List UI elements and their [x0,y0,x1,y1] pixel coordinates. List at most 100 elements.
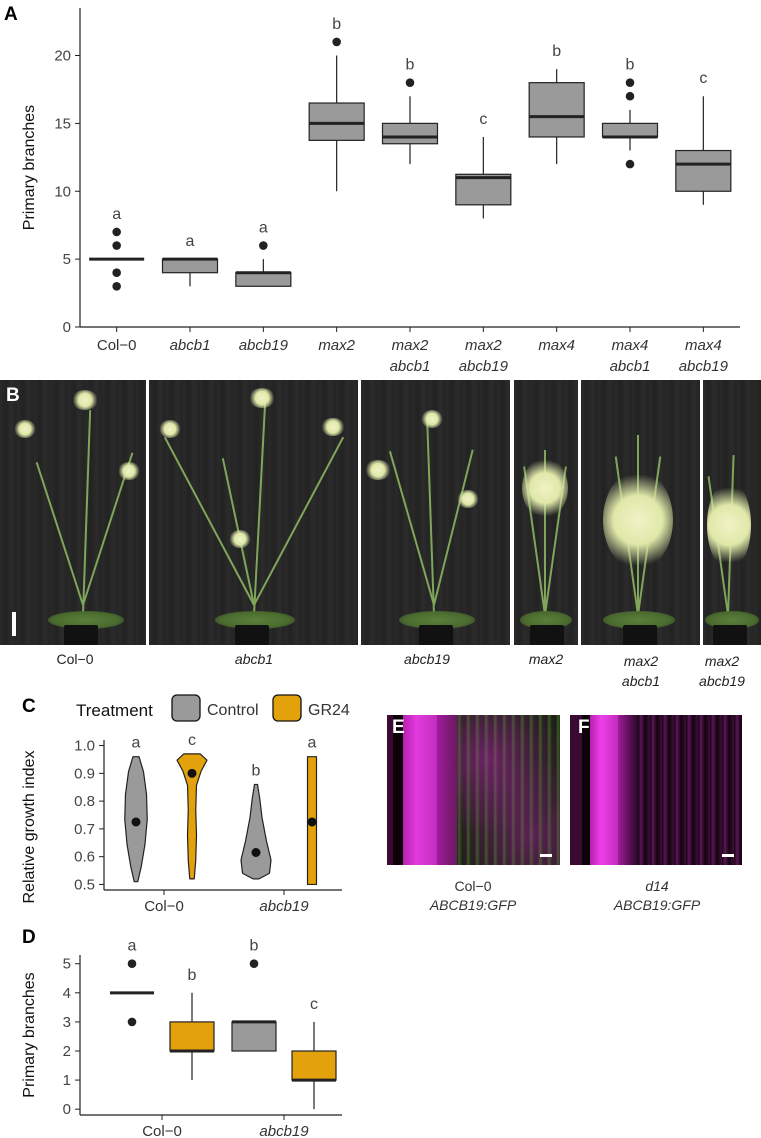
caption-f: d14 ABCB19:GFP [613,878,701,913]
box [528,82,585,138]
microscopy-image-f: F [570,715,742,865]
legend-swatch [272,694,302,722]
plant-photo-panel: B [0,380,761,645]
x-tick-label: abcb1 [390,358,431,375]
outlier-point [127,1017,137,1027]
significance-letter: a [259,220,268,237]
y-tick-label: 15 [54,115,71,132]
y-tick-label: 0.6 [74,849,95,866]
significance-letter: b [406,57,415,74]
photo-label-max2-abcb1: max2 abcb1 [621,653,661,689]
scale-bar [12,612,16,636]
mean-point [251,848,261,857]
x-tick-label: abcb19 [459,358,509,375]
plant-photo-col0 [0,380,146,645]
significance-letter: c [699,70,707,87]
significance-letter: c [310,996,318,1013]
y-tick-label: 0.9 [74,765,95,782]
y-tick-label: 20 [54,48,71,65]
significance-letter: b [250,938,259,955]
y-tick-label: 1 [63,1072,71,1089]
mean-point [131,817,141,827]
legend-label: Control [207,702,259,719]
y-axis-label: Primary branches [21,105,38,230]
panel-label-a: A [4,4,18,25]
box [291,1050,337,1081]
plant-photo-abcb19 [361,380,510,645]
significance-letter: b [552,43,561,60]
y-tick-label: 2 [63,1043,71,1060]
panel-label-b: B [6,385,20,406]
plant-photo-max2-abcb19 [703,380,761,645]
violin-shape [176,753,208,880]
x-tick-label: abcb19 [259,1123,309,1138]
outlier-point [405,78,415,87]
chart-a: A 0 5 10 15 20 Primary branches a Col−0 a abcb1 a a… [4,4,740,375]
legend-swatch [171,694,201,722]
significance-letter: a [112,206,121,223]
box [231,1021,277,1052]
significance-letter: a [128,938,137,955]
photo-label-max2-abcb19: max2 abcb19 [699,653,745,689]
x-tick-label: max2 [318,337,355,354]
y-axis-label: Relative growth index [21,751,38,904]
y-tick-label: 0.7 [74,821,95,838]
panel-label-f: F [578,717,590,738]
significance-letter: c [188,732,196,749]
x-tick-label: Col−0 [144,898,184,913]
y-tick-label: 4 [63,985,71,1002]
significance-letter: a [186,233,195,250]
photo-label-abcb1: abcb1 [234,651,274,667]
y-tick-label: 0.8 [74,793,95,810]
outlier-point [332,37,341,47]
microscopy-image-e: E [387,715,560,865]
outlier-point [112,268,121,278]
photo-label-col0: Col−0 [56,651,94,667]
y-tick-label: 5 [63,956,71,973]
outlier-point [625,91,635,101]
outlier-point [249,959,259,969]
legend-title: Treatment [76,701,153,720]
panel-label-c: C [22,696,36,717]
outlier-point [127,959,137,969]
outlier-point [259,241,268,250]
y-tick-label: 0 [63,1101,71,1118]
y-tick-label: 0.5 [74,876,95,893]
caption-e: Col−0 ABCB19:GFP [429,878,517,913]
photo-label-abcb19: abcb19 [404,651,450,667]
chart-c: C 0.5 0.6 0.7 0.8 0.9 1.0 Relative growth inde… [21,694,350,913]
significance-letter: b [188,967,197,984]
y-tick-label: 1.0 [74,738,95,755]
significance-letter: b [626,57,635,74]
box [235,272,292,287]
y-tick-label: 0 [63,319,71,336]
box [455,173,512,206]
x-tick-label: max2 [392,337,429,354]
box [169,1021,215,1052]
significance-letter: c [479,111,487,128]
outlier-point [112,227,121,237]
x-tick-label: abcb19 [259,898,309,913]
y-tick-label: 10 [54,183,71,200]
plant-photo-abcb1 [149,380,358,645]
box [601,122,659,138]
violin-shape [240,783,272,880]
significance-letter: b [252,762,261,779]
chart-d: D 0 1 2 3 4 5 Primary branches a b b c Col−0 abcb19 [21,927,342,1138]
box [381,122,439,145]
panel-label-d: D [22,927,36,948]
scale-bar [722,854,734,857]
panel-label-e: E [392,717,405,738]
y-tick-label: 5 [63,251,71,268]
scale-bar [540,854,552,857]
significance-letter: b [332,16,341,33]
photo-label-max2: max2 [528,651,564,667]
y-axis-label: Primary branches [21,972,38,1097]
x-tick-label: Col−0 [142,1123,182,1138]
significance-letter: a [308,735,317,752]
significance-letter: a [132,735,141,752]
legend-label: GR24 [308,702,350,719]
box [675,149,732,192]
x-tick-label: max4 [685,337,722,354]
x-tick-label: abcb19 [679,358,729,375]
